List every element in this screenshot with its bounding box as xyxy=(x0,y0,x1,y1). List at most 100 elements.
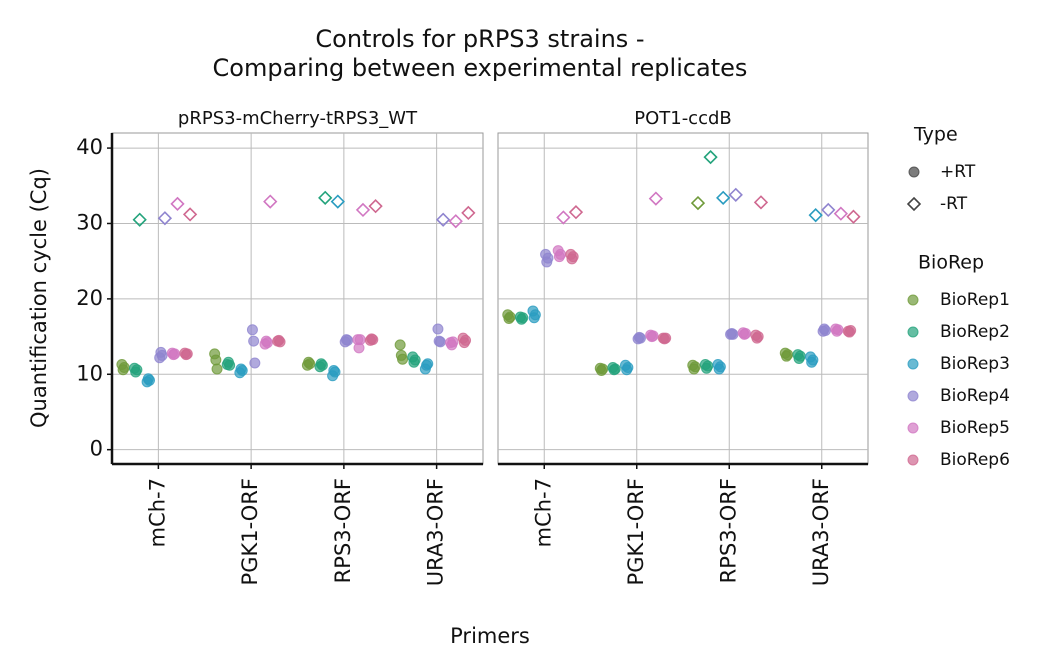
point xyxy=(447,336,459,348)
point xyxy=(556,210,571,225)
legend-title: Type xyxy=(913,124,958,146)
point xyxy=(156,349,168,361)
point xyxy=(819,325,831,337)
point xyxy=(131,364,143,376)
point xyxy=(316,359,328,371)
point xyxy=(436,212,451,227)
point xyxy=(728,187,743,202)
y-tick-label: 0 xyxy=(90,437,103,461)
point xyxy=(224,359,236,371)
y-axis-label: Quantification cycle (Cq) xyxy=(27,168,51,428)
point xyxy=(504,311,516,323)
panel-title: POT1-ccdB xyxy=(634,108,732,129)
point xyxy=(329,366,341,378)
point xyxy=(832,324,844,336)
point xyxy=(567,251,579,263)
legend-label: BioRep6 xyxy=(940,450,1010,470)
chart-title: Comparing between experimental replicate… xyxy=(213,54,748,82)
point xyxy=(182,207,198,222)
point xyxy=(342,334,354,346)
point xyxy=(808,208,823,223)
point xyxy=(740,328,752,340)
x-tick-label: mCh-7 xyxy=(531,478,555,547)
chart-title: Controls for pRPS3 strains - xyxy=(315,25,644,53)
point xyxy=(434,336,446,348)
x-tick-label: RPS3-ORF xyxy=(331,478,355,583)
point xyxy=(181,348,193,360)
point xyxy=(210,354,222,366)
x-axis-label: Primers xyxy=(450,624,530,648)
point xyxy=(261,337,273,349)
point xyxy=(647,330,659,342)
legend-symbol xyxy=(908,166,920,178)
x-tick-label: PGK1-ORF xyxy=(624,478,648,585)
point xyxy=(422,358,434,370)
point xyxy=(409,354,421,366)
point xyxy=(170,196,185,212)
point xyxy=(248,335,260,347)
point xyxy=(211,363,223,375)
point xyxy=(397,353,409,365)
point xyxy=(246,324,258,336)
point xyxy=(555,248,567,260)
point xyxy=(807,354,819,366)
point xyxy=(118,361,130,373)
point xyxy=(169,348,181,360)
point xyxy=(143,374,155,386)
point xyxy=(318,190,333,205)
point xyxy=(690,195,706,211)
legend-title: BioRep xyxy=(918,252,984,274)
point xyxy=(752,331,764,343)
point xyxy=(782,349,794,361)
point xyxy=(597,363,609,375)
legend-symbol xyxy=(906,196,922,212)
y-tick-label: 20 xyxy=(76,286,103,310)
point xyxy=(529,309,541,321)
legend-label: BioRep2 xyxy=(940,322,1010,342)
y-tick-label: 40 xyxy=(76,135,103,159)
point xyxy=(689,361,701,373)
point xyxy=(157,211,173,226)
point xyxy=(354,334,366,346)
point xyxy=(845,325,857,337)
point xyxy=(753,195,769,210)
point xyxy=(648,191,664,206)
point xyxy=(568,205,584,220)
legend-symbol xyxy=(907,326,919,338)
legend-label: BioRep3 xyxy=(940,354,1010,374)
point xyxy=(702,360,714,372)
point xyxy=(517,312,529,324)
y-tick-label: 30 xyxy=(76,210,103,234)
point xyxy=(274,336,286,348)
x-tick-label: URA3-ORF xyxy=(424,478,448,586)
point xyxy=(367,334,379,346)
point xyxy=(609,363,621,375)
point xyxy=(714,361,726,373)
point xyxy=(716,190,731,205)
point xyxy=(461,205,476,221)
point xyxy=(263,194,278,209)
point xyxy=(622,361,634,373)
point xyxy=(448,214,463,229)
point xyxy=(304,358,316,370)
x-tick-label: mCh-7 xyxy=(145,478,169,547)
point xyxy=(846,209,861,224)
point xyxy=(703,149,718,165)
legend-label: BioRep4 xyxy=(940,386,1010,406)
point xyxy=(355,202,371,218)
legend-symbol xyxy=(907,390,919,402)
point xyxy=(634,332,646,344)
x-tick-label: URA3-ORF xyxy=(809,478,833,586)
point xyxy=(821,202,836,218)
legend-symbol xyxy=(907,454,919,466)
x-tick-label: RPS3-ORF xyxy=(716,478,740,583)
legend-label: -RT xyxy=(940,194,968,214)
point xyxy=(460,334,472,346)
panel-title: pRPS3-mCherry-tRPS3_WT xyxy=(178,108,418,129)
point xyxy=(368,199,383,214)
point xyxy=(249,357,261,369)
legend-symbol xyxy=(907,358,919,370)
point xyxy=(236,365,248,377)
legend-symbol xyxy=(907,294,919,306)
